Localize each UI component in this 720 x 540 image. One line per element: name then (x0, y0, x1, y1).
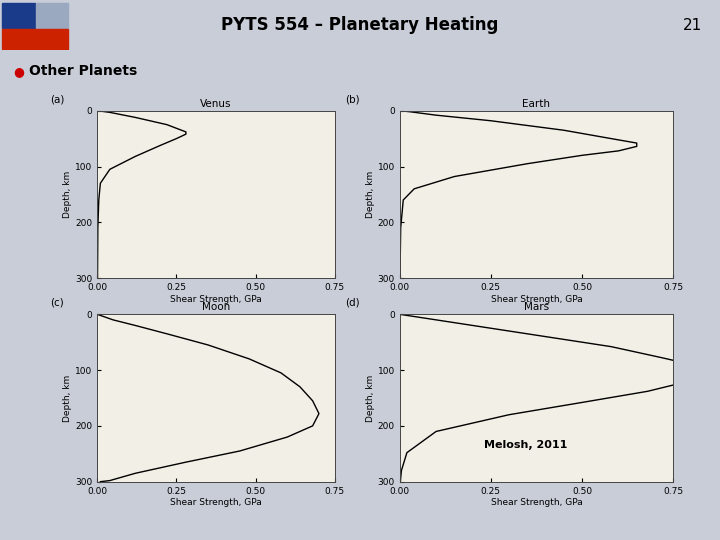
Title: Venus: Venus (200, 98, 232, 109)
Y-axis label: Depth, km: Depth, km (366, 171, 374, 218)
Title: Mars: Mars (524, 302, 549, 312)
X-axis label: Shear Strength, GPa: Shear Strength, GPa (490, 498, 582, 507)
FancyBboxPatch shape (2, 3, 35, 28)
Text: (c): (c) (50, 298, 63, 308)
Title: Earth: Earth (523, 98, 550, 109)
X-axis label: Shear Strength, GPa: Shear Strength, GPa (170, 498, 262, 507)
Text: PYTS 554 – Planetary Heating: PYTS 554 – Planetary Heating (221, 16, 499, 34)
FancyBboxPatch shape (36, 3, 68, 28)
Text: (d): (d) (345, 298, 359, 308)
Y-axis label: Depth, km: Depth, km (63, 171, 72, 218)
Y-axis label: Depth, km: Depth, km (366, 374, 374, 422)
Text: ●: ● (13, 65, 24, 78)
X-axis label: Shear Strength, GPa: Shear Strength, GPa (490, 295, 582, 303)
Text: (a): (a) (50, 94, 64, 104)
Title: Moon: Moon (202, 302, 230, 312)
FancyBboxPatch shape (2, 29, 68, 49)
Text: Melosh, 2011: Melosh, 2011 (484, 441, 567, 450)
Text: 21: 21 (683, 18, 702, 32)
Y-axis label: Depth, km: Depth, km (63, 374, 72, 422)
Text: Other Planets: Other Planets (29, 64, 137, 78)
X-axis label: Shear Strength, GPa: Shear Strength, GPa (170, 295, 262, 303)
Text: (b): (b) (345, 94, 359, 104)
